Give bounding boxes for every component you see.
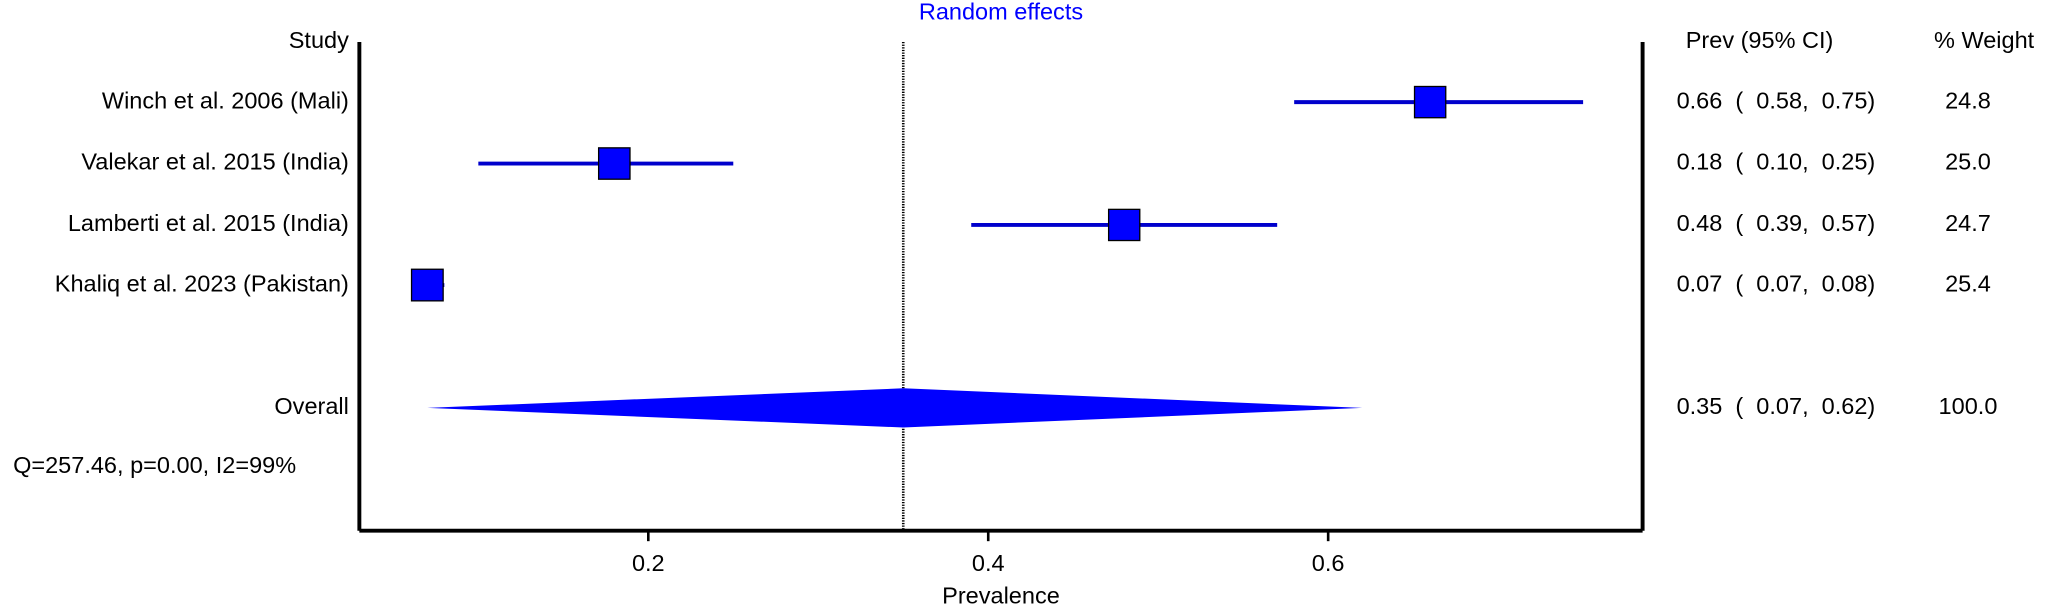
overall-diamond	[427, 388, 1363, 428]
ci-label: 0.48 ( 0.39, 0.57)	[1677, 210, 1876, 236]
weight-label: 100.0	[1939, 393, 1998, 419]
ci-label: 0.66 ( 0.58, 0.75)	[1677, 87, 1876, 113]
study-box	[1107, 208, 1141, 242]
overall-name: Overall	[274, 393, 349, 419]
heterogeneity: Q=257.46, p=0.00, I2=99%	[13, 452, 296, 478]
chart-title: Random effects	[919, 0, 1083, 24]
study-box	[597, 147, 631, 180]
x-axis-label: Prevalence	[942, 583, 1060, 608]
weight-header: % Weight	[1934, 27, 2035, 53]
ci-header: Prev (95% CI)	[1686, 27, 1834, 53]
study-name: Winch et al. 2006 (Mali)	[102, 87, 349, 113]
weight-label: 24.7	[1945, 210, 1991, 236]
weight-label: 25.0	[1945, 149, 1991, 175]
weight-label: 25.4	[1945, 270, 1991, 296]
weight-label: 24.8	[1945, 87, 1991, 113]
ci-label: 0.18 ( 0.10, 0.25)	[1677, 149, 1876, 175]
ci-label: 0.07 ( 0.07, 0.08)	[1677, 270, 1876, 296]
x-tick-label: 0.6	[1312, 550, 1345, 576]
study-box	[1413, 85, 1447, 119]
x-tick-label: 0.4	[972, 550, 1005, 576]
study-header: Study	[289, 27, 349, 53]
study-name: Khaliq et al. 2023 (Pakistan)	[55, 270, 349, 296]
study-name: Valekar et al. 2015 (India)	[81, 149, 349, 175]
study-box	[410, 268, 444, 302]
ci-label: 0.35 ( 0.07, 0.62)	[1677, 393, 1876, 419]
x-tick-label: 0.2	[632, 550, 665, 576]
study-name: Lamberti et al. 2015 (India)	[68, 210, 349, 236]
